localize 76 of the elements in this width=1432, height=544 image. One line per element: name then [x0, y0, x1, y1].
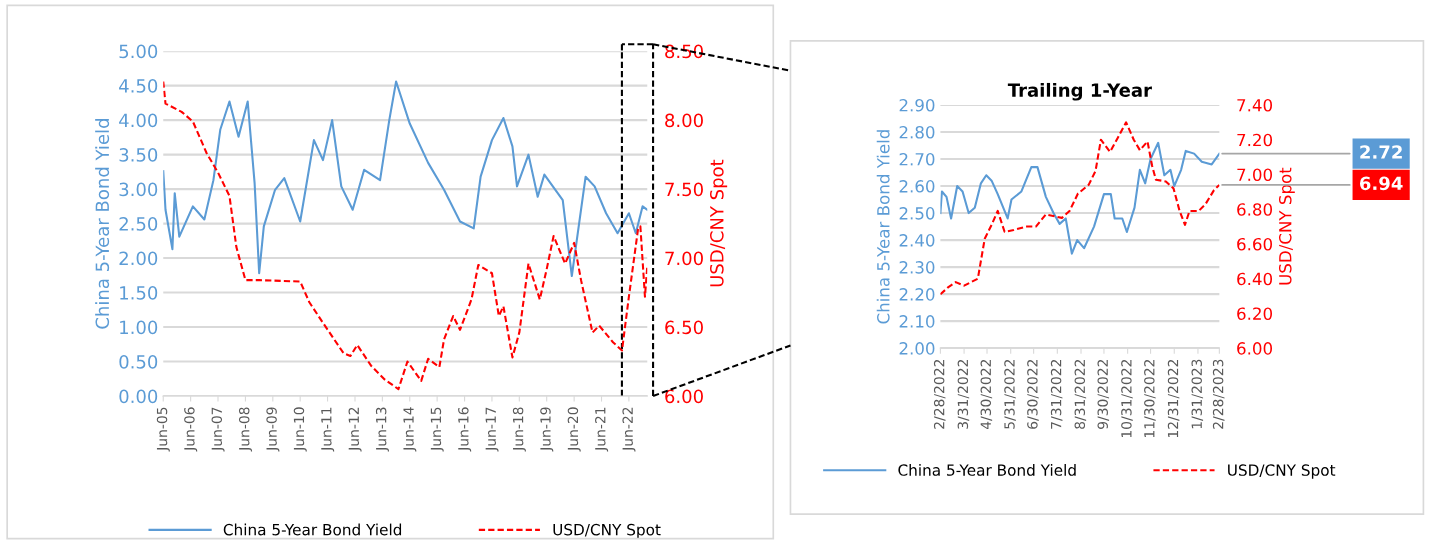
- y2-axis-title: USD/CNY Spot: [1278, 167, 1295, 285]
- x-tick-label: Jun-14: [403, 407, 417, 452]
- y2-tick-label: 7.40: [1237, 98, 1273, 112]
- y2-tick-label: 7.20: [1237, 133, 1273, 147]
- x-tick-label: 2/28/2023: [1212, 359, 1225, 429]
- y-tick-label: 2.90: [899, 98, 935, 112]
- y-tick-label: 3.00: [119, 182, 158, 197]
- y-tick-label: 2.30: [899, 261, 935, 274]
- legend-label: China 5-Year Bond Yield: [223, 523, 402, 536]
- x-tick-label: Jun-16: [458, 407, 472, 452]
- x-tick-label: Jun-08: [238, 407, 253, 452]
- y-tick-label: 2.70: [899, 152, 935, 166]
- x-tick-label: Jun-17: [485, 407, 499, 452]
- y2-tick-label: 6.50: [665, 320, 703, 335]
- x-tick-label: Jun-21: [595, 407, 609, 452]
- y2-tick-label: 7.50: [665, 182, 703, 197]
- y2-tick-label: 6.00: [1237, 342, 1273, 355]
- y2-tick-label: 6.80: [1237, 203, 1273, 216]
- y2-tick-label: 8.00: [665, 113, 703, 128]
- y-tick-label: 4.00: [119, 113, 158, 128]
- x-tick-label: 8/31/2022: [1074, 359, 1087, 429]
- y-tick-label: 2.00: [119, 251, 158, 266]
- y-tick-label: 2.80: [899, 125, 935, 139]
- legend-label: USD/CNY Spot: [1228, 464, 1336, 479]
- y-tick-label: 1.50: [120, 286, 158, 300]
- y2-axis-title: USD/CNY Spot: [710, 159, 728, 287]
- x-tick-label: 4/30/2022: [980, 359, 993, 430]
- x-tick-label: Jun-10: [293, 407, 307, 452]
- y2-tick-label: 6.40: [1237, 272, 1273, 286]
- x-tick-label: 7/31/2022: [1050, 359, 1063, 429]
- x-tick-label: Jun-09: [266, 407, 280, 452]
- x-tick-label: Jun-19: [540, 407, 554, 452]
- x-tick-label: 9/30/2022: [1097, 359, 1110, 429]
- y-tick-label: 2.20: [899, 288, 935, 301]
- y-tick-label: 2.60: [899, 180, 935, 193]
- x-tick-label: 6/30/2022: [1027, 359, 1039, 429]
- x-tick-label: Jun-13: [375, 407, 389, 452]
- y-tick-label: 2.00: [899, 342, 935, 355]
- x-tick-label: Jun-06: [184, 407, 198, 452]
- y-axis-title: China 5-Year Bond Yield: [876, 130, 890, 324]
- x-tick-label: 5/31/2022: [1004, 359, 1016, 429]
- y-tick-label: 2.10: [899, 315, 935, 328]
- y2-tick-label: 7.00: [665, 251, 703, 266]
- text: 6.94: [1359, 176, 1403, 191]
- y-axis-title: China 5-Year Bond Yield: [95, 119, 110, 329]
- text: 2.72: [1360, 145, 1402, 159]
- y-tick-label: 0.00: [119, 389, 158, 404]
- x-tick-label: 2/28/2022: [933, 359, 946, 429]
- y-tick-label: 2.50: [119, 217, 158, 231]
- y-tick-label: 5.00: [119, 44, 158, 59]
- x-tick-label: 10/31/2022: [1121, 359, 1133, 438]
- y-tick-label: 3.50: [119, 148, 158, 162]
- chart-title: Trailing 1-Year: [1007, 82, 1152, 101]
- x-tick-label: 12/31/2022: [1167, 359, 1180, 438]
- x-tick-label: Jun-07: [211, 407, 225, 452]
- x-tick-label: Jun-11: [321, 407, 335, 452]
- x-tick-label: Jun-18: [512, 407, 526, 452]
- x-tick-label: Jun-15: [430, 407, 444, 452]
- x-tick-label: Jun-22: [622, 407, 636, 452]
- y-tick-label: 4.50: [119, 79, 158, 93]
- y-tick-label: 2.40: [899, 234, 935, 247]
- y-tick-label: 0.50: [119, 355, 158, 369]
- y-tick-label: 1.00: [120, 320, 158, 335]
- y-tick-label: 2.50: [899, 207, 935, 220]
- y2-tick-label: 6.60: [1237, 237, 1273, 251]
- x-tick-label: Jun-05: [156, 407, 170, 452]
- x-tick-label: 11/30/2022: [1144, 359, 1156, 438]
- x-tick-label: 3/31/2022: [957, 359, 970, 429]
- legend-label: China 5-Year Bond Yield: [898, 464, 1076, 476]
- x-tick-label: Jun-12: [348, 407, 362, 452]
- y2-tick-label: 6.20: [1237, 307, 1273, 320]
- y2-tick-label: 7.00: [1237, 168, 1273, 182]
- x-tick-label: 1/31/2023: [1191, 359, 1204, 429]
- y2-tick-label: 6.00: [665, 389, 703, 404]
- x-tick-label: Jun-20: [567, 407, 581, 452]
- legend-label: USD/CNY Spot: [553, 523, 661, 539]
